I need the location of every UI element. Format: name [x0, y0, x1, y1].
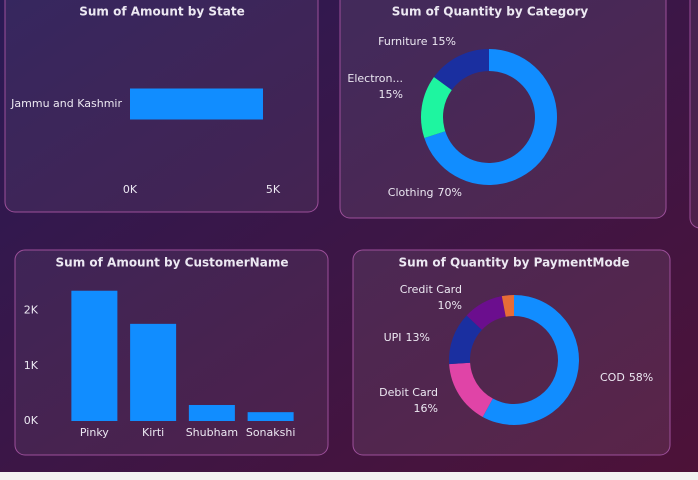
slice-label: Clothing 70% [388, 186, 462, 199]
x-tick-label: 0K [123, 183, 138, 196]
slice-label: Credit Card [400, 283, 462, 296]
chart-title: Sum of Amount by State [79, 5, 245, 19]
slice [449, 362, 493, 417]
slice-value: 70% [438, 186, 462, 199]
slice-category: Clothing [388, 186, 434, 199]
card [689, 0, 698, 229]
chart-title: Sum of Quantity by PaymentMode [399, 256, 630, 270]
slice-label: COD 58% [600, 371, 653, 384]
slice-label: Furniture 15% [378, 35, 456, 48]
slice [433, 49, 489, 90]
slice [449, 315, 482, 365]
card [352, 249, 671, 456]
slice [424, 49, 557, 185]
slice-value: 10% [438, 299, 462, 312]
y-tick-label: 2K [24, 304, 39, 317]
bar [130, 88, 263, 120]
slice-category: Furniture [378, 35, 428, 48]
x-tick-label: Shubham [186, 426, 238, 439]
slice-value: 13% [406, 331, 430, 344]
card [339, 0, 667, 219]
slice-label: Debit Card [379, 386, 438, 399]
slice-label: Electron... [347, 72, 403, 85]
x-tick-label: Sonakshi [246, 426, 296, 439]
slice-value: 15% [379, 88, 403, 101]
chart-title: Sum of Quantity by Category [392, 5, 589, 19]
x-tick-label: Pinky [80, 426, 109, 439]
y-tick-label: 0K [24, 414, 39, 427]
status-strip [0, 472, 698, 480]
slice-value: 15% [432, 35, 456, 48]
chart-title: Sum of Amount by CustomerName [56, 256, 289, 270]
slice-value: 16% [414, 402, 438, 415]
bar [247, 412, 294, 421]
slice [501, 295, 514, 317]
slice-value: 58% [629, 371, 653, 384]
slice [482, 295, 580, 425]
slice [466, 296, 506, 330]
x-tick-label: 5K [266, 183, 281, 196]
slice-label: UPI 13% [384, 331, 430, 344]
bar [71, 290, 118, 421]
x-tick-label: Kirti [142, 426, 164, 439]
y-tick-label: 1K [24, 359, 39, 372]
slice [421, 77, 452, 139]
bar [130, 323, 177, 421]
bar [188, 404, 235, 421]
slice-category: COD [600, 371, 625, 384]
y-tick-label: Jammu and Kashmir [10, 97, 122, 110]
slice-category: UPI [384, 331, 402, 344]
